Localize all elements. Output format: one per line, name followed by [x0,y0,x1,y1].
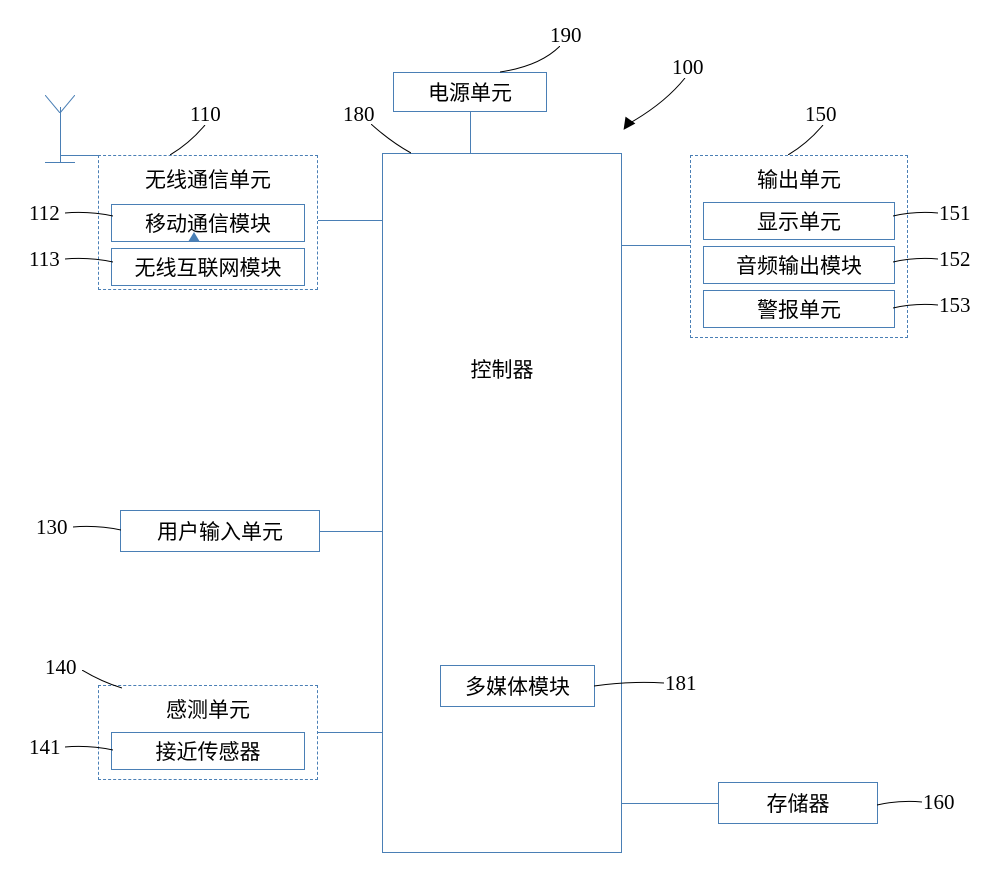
ref-112: 112 [29,201,60,226]
wireless-internet-block: 无线互联网模块 [111,248,305,286]
leader-140 [82,670,122,690]
ref-153: 153 [939,293,971,318]
power-unit-block: 电源单元 [393,72,547,112]
wireless-group: 无线通信单元 移动通信模块 无线互联网模块 [98,155,318,290]
leader-153 [893,303,938,313]
diagram-canvas: 电源单元 控制器 多媒体模块 无线通信单元 移动通信模块 无线互联网模块 输出单… [0,0,1000,890]
antenna-vertical [60,107,61,162]
mobile-comm-label: 移动通信模块 [145,208,271,238]
wireless-internet-label: 无线互联网模块 [135,252,282,282]
leader-190 [500,46,560,74]
connector-controller-output [622,245,690,246]
ref-190: 190 [550,23,582,48]
ref-140: 140 [45,655,77,680]
alarm-unit-label: 警报单元 [757,294,841,324]
connector-userinput-controller [320,531,382,532]
leader-160 [877,800,922,810]
user-input-block: 用户输入单元 [120,510,320,552]
leader-100 [630,78,690,123]
proximity-sensor-label: 接近传感器 [156,736,261,766]
leader-113 [65,257,113,267]
leader-130 [73,525,121,535]
alarm-unit-block: 警报单元 [703,290,895,328]
connector-wireless-antenna [60,155,98,156]
multimedia-label: 多媒体模块 [465,671,570,701]
audio-output-label: 音频输出模块 [736,250,862,280]
leader-112 [65,211,113,221]
connector-sensing-controller [318,732,382,733]
ref-100: 100 [672,55,704,80]
user-input-label: 用户输入单元 [157,516,283,546]
leader-141 [65,745,113,755]
ref-181: 181 [665,671,697,696]
leader-152 [893,257,938,267]
ref-141: 141 [29,735,61,760]
leader-110 [170,125,210,155]
sensing-title: 感测单元 [99,686,317,724]
storage-label: 存储器 [767,788,830,818]
ref-150: 150 [805,102,837,127]
sensing-group: 感测单元 接近传感器 [98,685,318,780]
proximity-sensor-block: 接近传感器 [111,732,305,770]
ref-152: 152 [939,247,971,272]
ref-113: 113 [29,247,60,272]
storage-block: 存储器 [718,782,878,824]
display-unit-label: 显示单元 [757,206,841,236]
display-unit-block: 显示单元 [703,202,895,240]
wireless-title: 无线通信单元 [99,156,317,194]
antenna-base [45,162,75,163]
output-group: 输出单元 显示单元 音频输出模块 警报单元 [690,155,908,338]
ref-180: 180 [343,102,375,127]
ref-160: 160 [923,790,955,815]
controller-label: 控制器 [471,354,534,384]
multimedia-block: 多媒体模块 [440,665,595,707]
ref-110: 110 [190,102,221,127]
ref-151: 151 [939,201,971,226]
triangle-marker [188,232,200,242]
leader-150 [788,125,828,155]
connector-controller-storage [622,803,718,804]
leader-181 [594,681,664,691]
leader-180 [371,124,411,154]
mobile-comm-block: 移动通信模块 [111,204,305,242]
power-unit-label: 电源单元 [428,77,512,107]
connector-wireless-controller [318,220,382,221]
controller-block: 控制器 [382,153,622,853]
ref-130: 130 [36,515,68,540]
leader-151 [893,211,938,221]
output-title: 输出单元 [691,156,907,194]
connector-power-controller [470,112,471,153]
audio-output-block: 音频输出模块 [703,246,895,284]
antenna-v [45,95,75,113]
